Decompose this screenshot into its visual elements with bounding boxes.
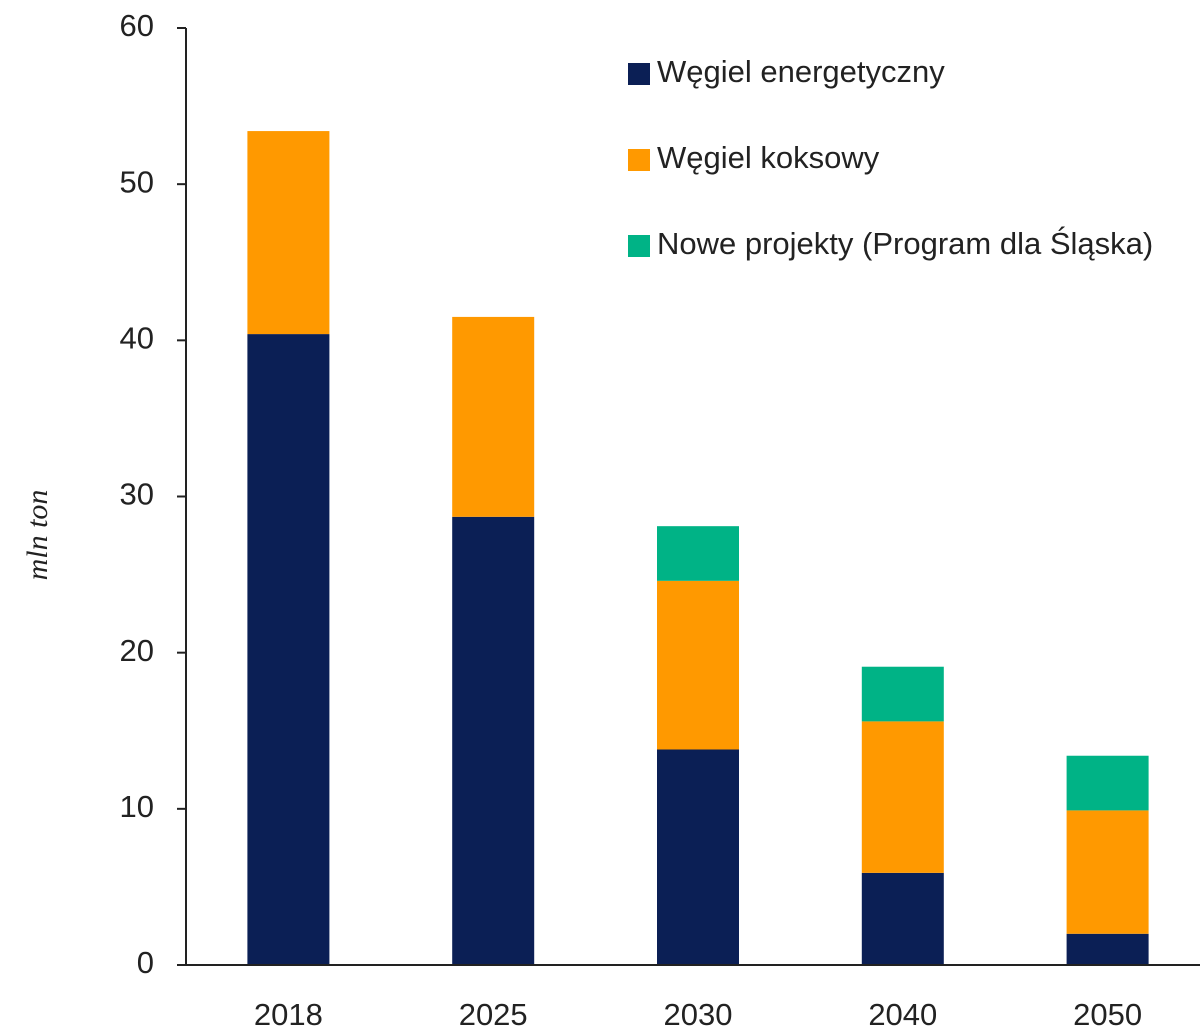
y-tick-label: 0: [137, 945, 154, 980]
y-tick-label: 30: [120, 477, 154, 512]
y-tick-label: 50: [120, 164, 154, 199]
legend-swatch: [628, 149, 650, 171]
legend-swatch: [628, 63, 650, 85]
legend-label: Węgiel koksowy: [657, 140, 880, 175]
bar-segment: [452, 516, 535, 965]
bar-segment: [1066, 810, 1149, 934]
y-tick-label: 40: [120, 321, 154, 356]
bar-segment: [861, 872, 944, 965]
legend-label: Węgiel energetyczny: [657, 54, 945, 89]
bar-segment: [1066, 755, 1149, 811]
bar-segment: [1066, 933, 1149, 965]
bar-segment: [861, 666, 944, 722]
y-tick-label: 10: [120, 789, 154, 824]
bar-segment: [452, 316, 535, 517]
x-tick-label: 2025: [459, 997, 528, 1032]
x-tick-label: 2030: [664, 997, 733, 1032]
bar-segment: [247, 334, 330, 965]
legend-label: Nowe projekty (Program dla Śląska): [657, 225, 1153, 261]
y-tick-label: 60: [120, 8, 154, 43]
legend-swatch: [628, 235, 650, 257]
bar-segment: [657, 580, 739, 750]
y-tick-label: 20: [120, 633, 154, 668]
bar-segment: [657, 526, 739, 581]
bar-segment: [861, 721, 944, 873]
x-tick-label: 2050: [1073, 997, 1142, 1032]
bar-segment: [247, 131, 330, 335]
x-tick-label: 2040: [868, 997, 937, 1032]
y-axis-label: mln ton: [21, 490, 54, 581]
bar-segment: [657, 749, 739, 965]
x-tick-label: 2018: [254, 997, 323, 1032]
